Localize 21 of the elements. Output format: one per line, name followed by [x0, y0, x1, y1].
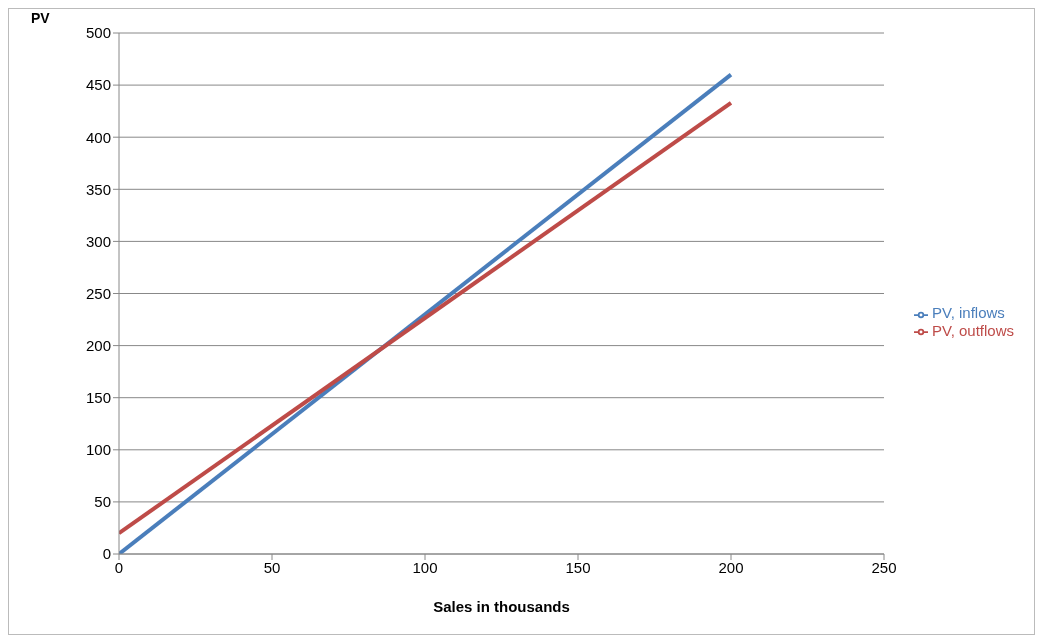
- legend-label: PV, outflows: [932, 321, 1014, 339]
- y-tick-label: 200: [85, 336, 111, 354]
- x-tick-label: 100: [412, 558, 438, 576]
- x-tick-label: 200: [718, 558, 744, 576]
- y-tick-label: 400: [85, 128, 111, 146]
- y-tick-label: 250: [85, 284, 111, 302]
- y-tick-label: 300: [85, 232, 111, 250]
- y-tick-label: 150: [85, 389, 111, 407]
- y-tick-label: 450: [85, 76, 111, 94]
- y-tick-label: 0: [102, 545, 111, 563]
- x-tick-label: 50: [263, 558, 281, 576]
- x-axis-title: Sales in thousands: [433, 598, 570, 615]
- y-axis-title: PV: [31, 9, 51, 26]
- x-tick-label: 150: [565, 558, 591, 576]
- x-tick-label: 250: [871, 558, 897, 576]
- y-tick-label: 500: [85, 24, 111, 42]
- y-tick-label: 350: [85, 180, 111, 198]
- x-tick-label: 0: [114, 558, 124, 576]
- legend-label: PV, inflows: [932, 304, 1005, 322]
- y-tick-label: 50: [94, 493, 111, 511]
- y-tick-label: 100: [85, 441, 111, 459]
